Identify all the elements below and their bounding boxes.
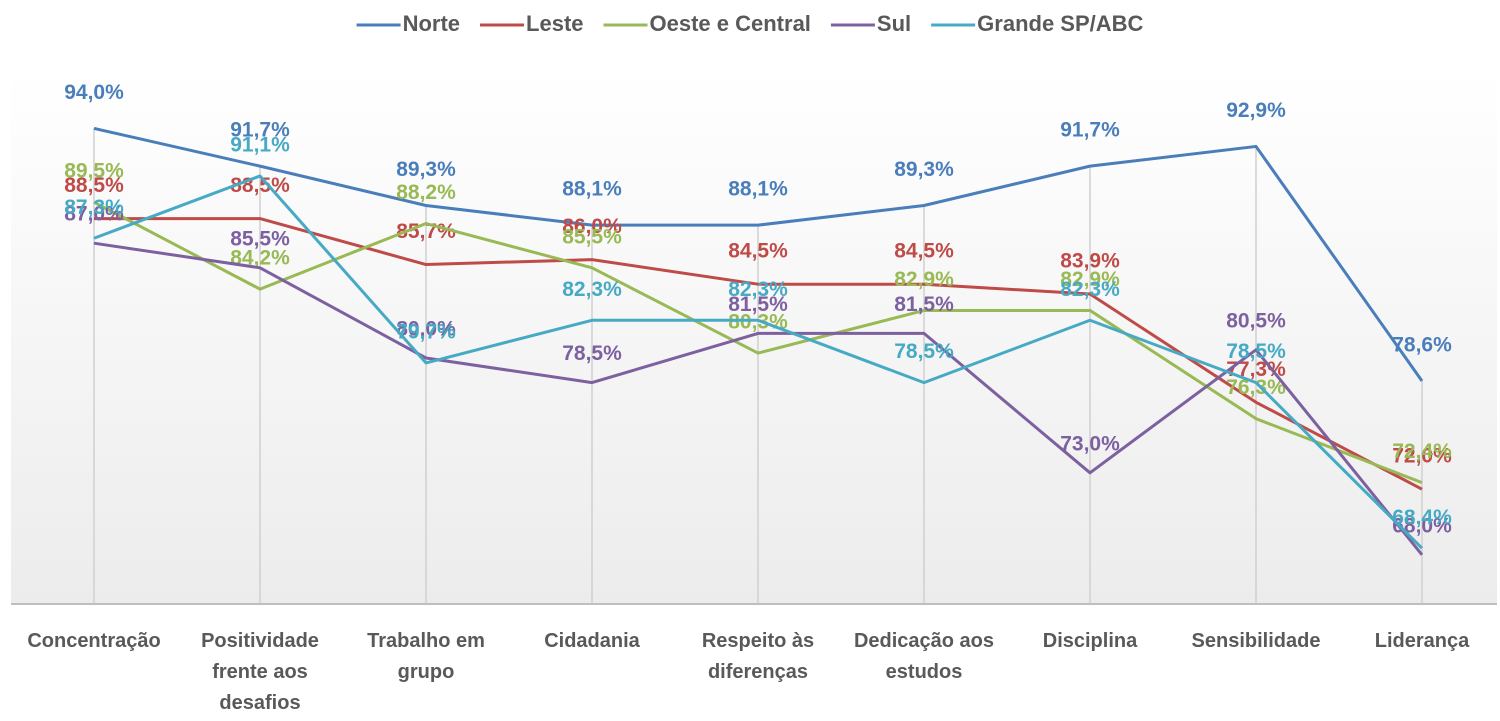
data-label: 87,0% <box>64 203 124 226</box>
data-label: 80,5% <box>1226 309 1286 332</box>
plot-background <box>11 70 1497 604</box>
data-label: 68,4% <box>1392 506 1452 529</box>
data-label: 80,0% <box>396 318 456 341</box>
x-tick-label: Concentração <box>27 630 161 652</box>
data-label: 94,0% <box>64 81 124 104</box>
data-label: 82,9% <box>894 268 954 291</box>
data-label: 85,5% <box>230 227 290 250</box>
data-label: 88,5% <box>64 174 124 197</box>
data-label: 89,3% <box>894 158 954 181</box>
series-line <box>93 126 1424 382</box>
data-label: 91,7% <box>1060 119 1120 142</box>
data-label: 82,3% <box>728 278 788 301</box>
legend-label: Oeste e Central <box>650 11 811 36</box>
data-label: 82,9% <box>1060 268 1120 291</box>
data-label: 76,3% <box>1226 376 1286 399</box>
data-label: 84,5% <box>728 240 788 263</box>
series-line <box>94 217 1423 491</box>
x-tick-label: Cidadania <box>544 630 640 652</box>
data-label: 87,3% <box>64 196 124 219</box>
data-label: 88,1% <box>728 178 788 201</box>
data-label: 78,5% <box>562 342 622 365</box>
legend-label: Grande SP/ABC <box>977 11 1143 36</box>
legend-label: Norte <box>403 11 460 36</box>
data-label: 85,5% <box>562 225 622 248</box>
data-label: 91,1% <box>230 134 290 157</box>
data-label: 92,9% <box>1226 99 1286 122</box>
data-label: 78,5% <box>1226 340 1286 363</box>
legend-label: Sul <box>877 11 911 36</box>
data-label: 77,3% <box>1226 358 1286 381</box>
x-tick-label: Disciplina <box>1042 630 1138 652</box>
data-label: 91,7% <box>230 119 290 142</box>
data-label: 72,4% <box>1392 440 1452 463</box>
data-label: 88,2% <box>396 181 456 204</box>
data-label: 81,5% <box>728 293 788 316</box>
x-tick-label: Respeito às diferenças <box>701 630 815 683</box>
x-tick-label: Positividade frente aos desafios <box>201 630 319 714</box>
data-label: 82,3% <box>1060 278 1120 301</box>
data-label: 80,3% <box>728 311 788 334</box>
series-line <box>93 200 1423 485</box>
data-label: 85,7% <box>396 220 456 243</box>
data-label: 88,1% <box>562 178 622 201</box>
data-label: 83,9% <box>1060 250 1120 273</box>
data-label: 78,5% <box>894 340 954 363</box>
data-label: 73,0% <box>1060 432 1120 455</box>
x-tick-label: Trabalho em grupo <box>367 630 485 683</box>
data-label: 84,2% <box>230 247 290 270</box>
series-line <box>93 174 1424 550</box>
x-tick-label: Sensibilidade <box>1191 630 1321 652</box>
data-label: 89,5% <box>64 160 124 183</box>
series-line <box>93 241 1424 556</box>
data-label: 82,3% <box>562 278 622 301</box>
data-label: 72,0% <box>1392 445 1452 468</box>
data-label: 84,5% <box>894 240 954 263</box>
data-label: 86,0% <box>562 215 622 238</box>
data-label: 89,3% <box>396 158 456 181</box>
data-label: 78,6% <box>1392 334 1452 357</box>
x-tick-label: Liderança <box>1374 630 1470 652</box>
data-label: 81,5% <box>894 293 954 316</box>
legend-label: Leste <box>526 11 583 36</box>
x-tick-label: Dedicação aos estudos <box>853 630 995 683</box>
data-label: 79,7% <box>396 320 456 343</box>
